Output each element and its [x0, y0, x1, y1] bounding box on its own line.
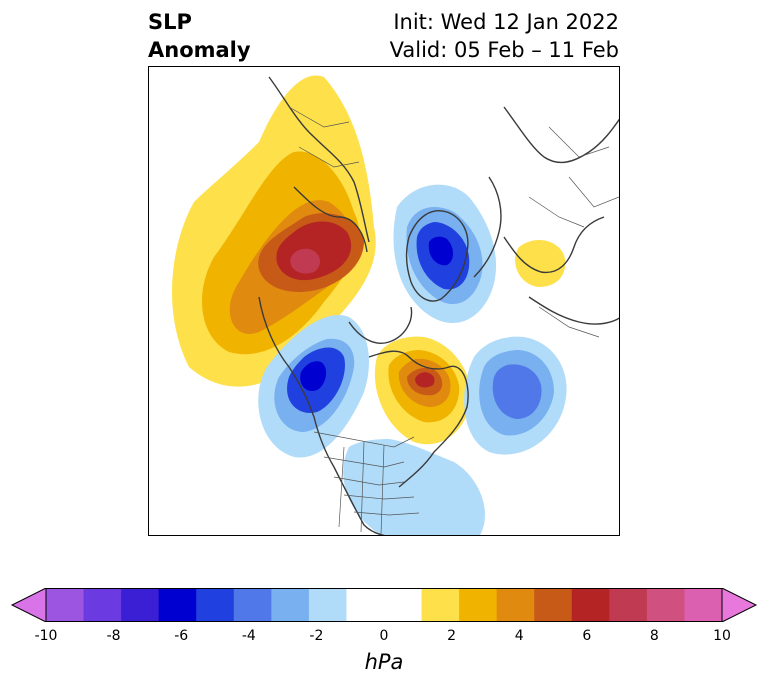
- colorbar-segment: [46, 588, 85, 622]
- positive-anomaly-labrador: [374, 336, 471, 445]
- map-title: SLP Anomaly: [148, 8, 251, 64]
- colorbar-segment: [346, 588, 385, 622]
- colorbar-tick-label: -8: [106, 628, 121, 644]
- valid-range: Valid: 05 Feb – 11 Feb: [389, 38, 619, 62]
- negative-anomaly-atlantic: [464, 336, 567, 455]
- title-variable: SLP: [148, 10, 192, 34]
- colorbar-segment: [459, 588, 498, 622]
- positive-anomaly-pacific: [172, 75, 376, 387]
- political-borders: [288, 106, 619, 535]
- colorbar-segment: [308, 588, 347, 622]
- colorbar-segment: [121, 588, 160, 622]
- colorbar: [0, 587, 768, 623]
- colorbar-segment: [83, 588, 122, 622]
- colorbar-segment: [421, 588, 460, 622]
- colorbar-tick-label: -10: [34, 628, 58, 644]
- colorbar-segment: [571, 588, 610, 622]
- colorbar-segment: [271, 588, 310, 622]
- colorbar-tick-label: 2: [447, 628, 457, 644]
- colorbar-segment: [158, 588, 197, 622]
- colorbar-extend-over: [721, 587, 758, 623]
- colorbar-tick-label: -4: [241, 628, 256, 644]
- colorbar-segment: [496, 588, 535, 622]
- colorbar-segment: [196, 588, 235, 622]
- colorbar-segment: [684, 588, 723, 622]
- colorbar-segment: [534, 588, 573, 622]
- colorbar-segment: [384, 588, 423, 622]
- title-variable-type: Anomaly: [148, 38, 251, 62]
- negative-anomaly-arctic: [393, 184, 497, 324]
- map-panel: [148, 66, 620, 536]
- colorbar-tick-label: 6: [582, 628, 592, 644]
- colorbar-border: [45, 588, 723, 622]
- colorbar-tick-label: -2: [309, 628, 324, 644]
- colorbar-segment: [609, 588, 648, 622]
- colorbar-segment: [646, 588, 685, 622]
- colorbar-tick-label: 4: [514, 628, 524, 644]
- slp-anomaly-map: [172, 75, 619, 535]
- colorbar-tick-label: 10: [713, 628, 731, 644]
- map-subtitle: Init: Wed 12 Jan 2022 Valid: 05 Feb – 11…: [390, 8, 619, 64]
- colorbar-tick-label: -6: [174, 628, 189, 644]
- positive-anomaly-europe: [515, 240, 566, 287]
- negative-anomaly-north-america: [258, 315, 369, 458]
- colorbar-label: hPa: [364, 650, 404, 674]
- coastlines: [258, 76, 619, 535]
- init-date: Init: Wed 12 Jan 2022: [393, 10, 619, 34]
- colorbar-tick-label: 0: [379, 628, 389, 644]
- colorbar-tick-label: 8: [649, 628, 659, 644]
- colorbar-graphic: [10, 587, 758, 623]
- colorbar-segment: [233, 588, 272, 622]
- colorbar-extend-under: [10, 587, 47, 623]
- negative-anomaly-eastern-us: [343, 439, 485, 535]
